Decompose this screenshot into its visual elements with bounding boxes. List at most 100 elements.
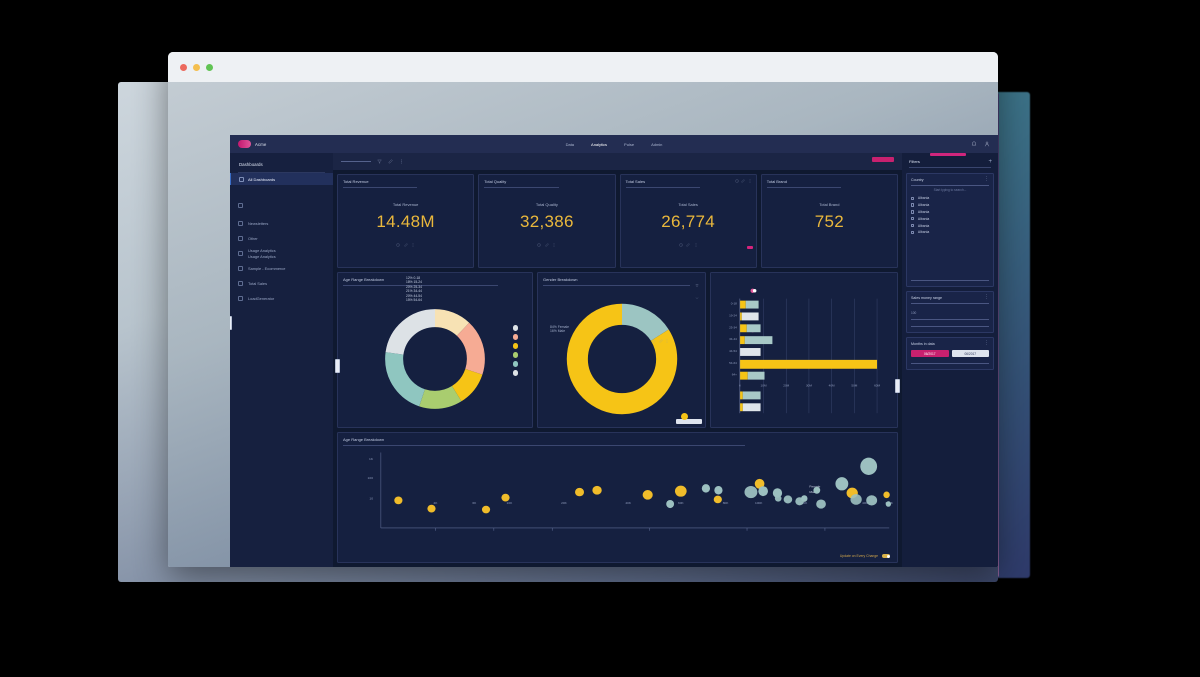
edit-icon[interactable]: [659, 339, 663, 343]
panel-resize-handle[interactable]: [335, 359, 340, 373]
close-icon[interactable]: [180, 63, 187, 71]
panel-title: Gender Breakdown: [543, 277, 578, 282]
toolbar-action-button[interactable]: [872, 157, 894, 162]
brand[interactable]: Acme: [238, 140, 267, 148]
sidebar-resize-handle[interactable]: [230, 316, 232, 330]
swatch[interactable]: [512, 361, 518, 367]
svg-text:1K: 1K: [369, 457, 374, 461]
more-icon[interactable]: [694, 243, 698, 247]
more-icon[interactable]: [552, 243, 556, 247]
checkbox-icon[interactable]: [911, 196, 915, 201]
user-icon[interactable]: [984, 141, 990, 147]
clock-icon[interactable]: [537, 243, 542, 247]
panel-resize-handle[interactable]: [895, 379, 900, 393]
app-body: Dashboards All Dashboards: [230, 153, 998, 567]
filter-option[interactable]: Albania: [911, 217, 989, 221]
edit-icon[interactable]: [741, 178, 745, 183]
more-icon[interactable]: [748, 178, 752, 183]
filter-card-sales-range[interactable]: ⋮ Sales money range 100: [906, 291, 994, 334]
filter-card-months[interactable]: ⋮ Months in data 06/2017 06/2017: [906, 337, 994, 370]
filter-option[interactable]: Albania: [911, 230, 989, 234]
donut-color-swatches: [512, 325, 518, 376]
filters-title: Filters: [909, 159, 920, 164]
dashboard-toolbar: [333, 153, 902, 170]
sales-range-value[interactable]: 100: [911, 310, 917, 315]
chevron-down-icon[interactable]: [695, 296, 699, 300]
swatch[interactable]: [512, 334, 518, 340]
sidebar-item-all-dashboards[interactable]: All Dashboards: [230, 173, 333, 185]
swatch[interactable]: [512, 352, 518, 358]
panel-tools: [652, 339, 669, 343]
sidebar-item-other[interactable]: Other: [238, 231, 333, 246]
sidebar-item-newsletters[interactable]: Newsletters: [238, 216, 333, 231]
nav-item-admin[interactable]: Admin: [651, 141, 663, 147]
clock-icon[interactable]: [735, 178, 739, 183]
kpi-card-total-brand[interactable]: Total Brand Total Brand 752: [760, 174, 898, 268]
kpi-card-total-quality[interactable]: Total Quality Total Quality 32,386: [478, 174, 616, 268]
nav-item-analytics[interactable]: Analytics: [591, 141, 608, 147]
sidebar-item-sample-ecommerce[interactable]: Sample - Ecommerce: [238, 261, 333, 276]
more-icon[interactable]: ⋮: [984, 294, 989, 301]
sidebar-item-usage-analytics[interactable]: Usage Analytics Usage Analytics: [238, 246, 333, 261]
page-background: Acme Data Analytics Pulse Admin: [168, 82, 998, 567]
filter-footer-line: [911, 326, 989, 328]
maximize-icon[interactable]: [206, 63, 213, 71]
clock-icon[interactable]: [396, 243, 400, 247]
filter-card-country[interactable]: ⋮ Country Start typing to search... Alba…: [906, 172, 994, 288]
panel-header-tools: [695, 283, 699, 300]
filter-icon[interactable]: [377, 159, 382, 164]
checkbox-icon[interactable]: [911, 230, 915, 235]
sidebar-item-loadgenerator[interactable]: LoadGenerator: [238, 291, 333, 306]
swatch[interactable]: [512, 370, 518, 376]
edit-icon[interactable]: [404, 243, 408, 247]
dashboard-canvas: Total Revenue Total Revenue 14.48M: [333, 153, 902, 567]
trash-icon[interactable]: [695, 283, 699, 287]
minimize-icon[interactable]: [193, 63, 200, 71]
panel-bubble-chart[interactable]: Age Range Breakdown 1K 100 10: [337, 432, 898, 563]
bell-icon[interactable]: [971, 141, 977, 147]
checkbox-icon[interactable]: [911, 210, 915, 214]
sidebar-item-total-sales[interactable]: Total Sales: [238, 276, 333, 291]
donut-chart-gender: [538, 295, 705, 423]
brand-name: Acme: [255, 141, 267, 147]
more-icon[interactable]: ⋮: [984, 340, 989, 347]
panel-title: Total Brand: [766, 179, 787, 184]
clock-icon[interactable]: [678, 243, 683, 247]
month-to-button[interactable]: 06/2017: [951, 350, 989, 358]
panel-age-bars[interactable]: 0-18 19-24 25-34 34-44 44-54 54-64 64+: [710, 272, 900, 428]
filters-divider: [909, 167, 991, 168]
panel-gender-donut[interactable]: Gender Breakdown 84% Female 16% Male: [537, 272, 706, 428]
update-toggle-row[interactable]: Update on Every Change: [840, 554, 890, 558]
swatch[interactable]: [512, 343, 518, 349]
edit-icon[interactable]: [388, 159, 393, 164]
edit-icon[interactable]: [686, 243, 690, 247]
checkbox-icon[interactable]: [911, 217, 915, 221]
tag-icon[interactable]: [652, 339, 656, 343]
more-icon[interactable]: [411, 243, 415, 247]
kpi-card-total-revenue[interactable]: Total Revenue Total Revenue 14.48M: [337, 174, 475, 268]
swatch[interactable]: [512, 325, 518, 331]
more-icon[interactable]: ⋮: [984, 175, 989, 182]
month-from-button[interactable]: 06/2017: [911, 350, 949, 358]
update-toggle[interactable]: [882, 554, 890, 558]
checkbox-icon[interactable]: [911, 203, 915, 207]
svg-text:400K: 400K: [862, 501, 870, 505]
filter-option[interactable]: Albania: [911, 203, 989, 207]
edit-icon[interactable]: [545, 243, 549, 247]
sidebar-item-chart[interactable]: [238, 194, 333, 216]
more-icon[interactable]: [399, 159, 404, 164]
nav-item-pulse[interactable]: Pulse: [624, 141, 635, 147]
filter-underline: [911, 184, 989, 186]
country-search-input[interactable]: Start typing to search...: [933, 188, 967, 193]
kpi-card-total-sales[interactable]: Total Sales Total Sales 26,774: [619, 174, 757, 268]
more-icon[interactable]: [665, 339, 669, 343]
filter-option[interactable]: Albania: [911, 196, 989, 200]
panel-age-range-donut[interactable]: Age Range Breakdown 12% 0-18 18% 15-24 2…: [335, 272, 533, 428]
filter-option[interactable]: Albania: [911, 224, 989, 228]
nav-item-data[interactable]: Data: [565, 141, 575, 147]
svg-text:20M: 20M: [783, 384, 789, 388]
filter-option[interactable]: Albania: [911, 210, 989, 214]
checkbox-icon[interactable]: [911, 223, 915, 228]
range-slider[interactable]: [911, 318, 989, 320]
bar-chart-icon: [238, 202, 243, 208]
